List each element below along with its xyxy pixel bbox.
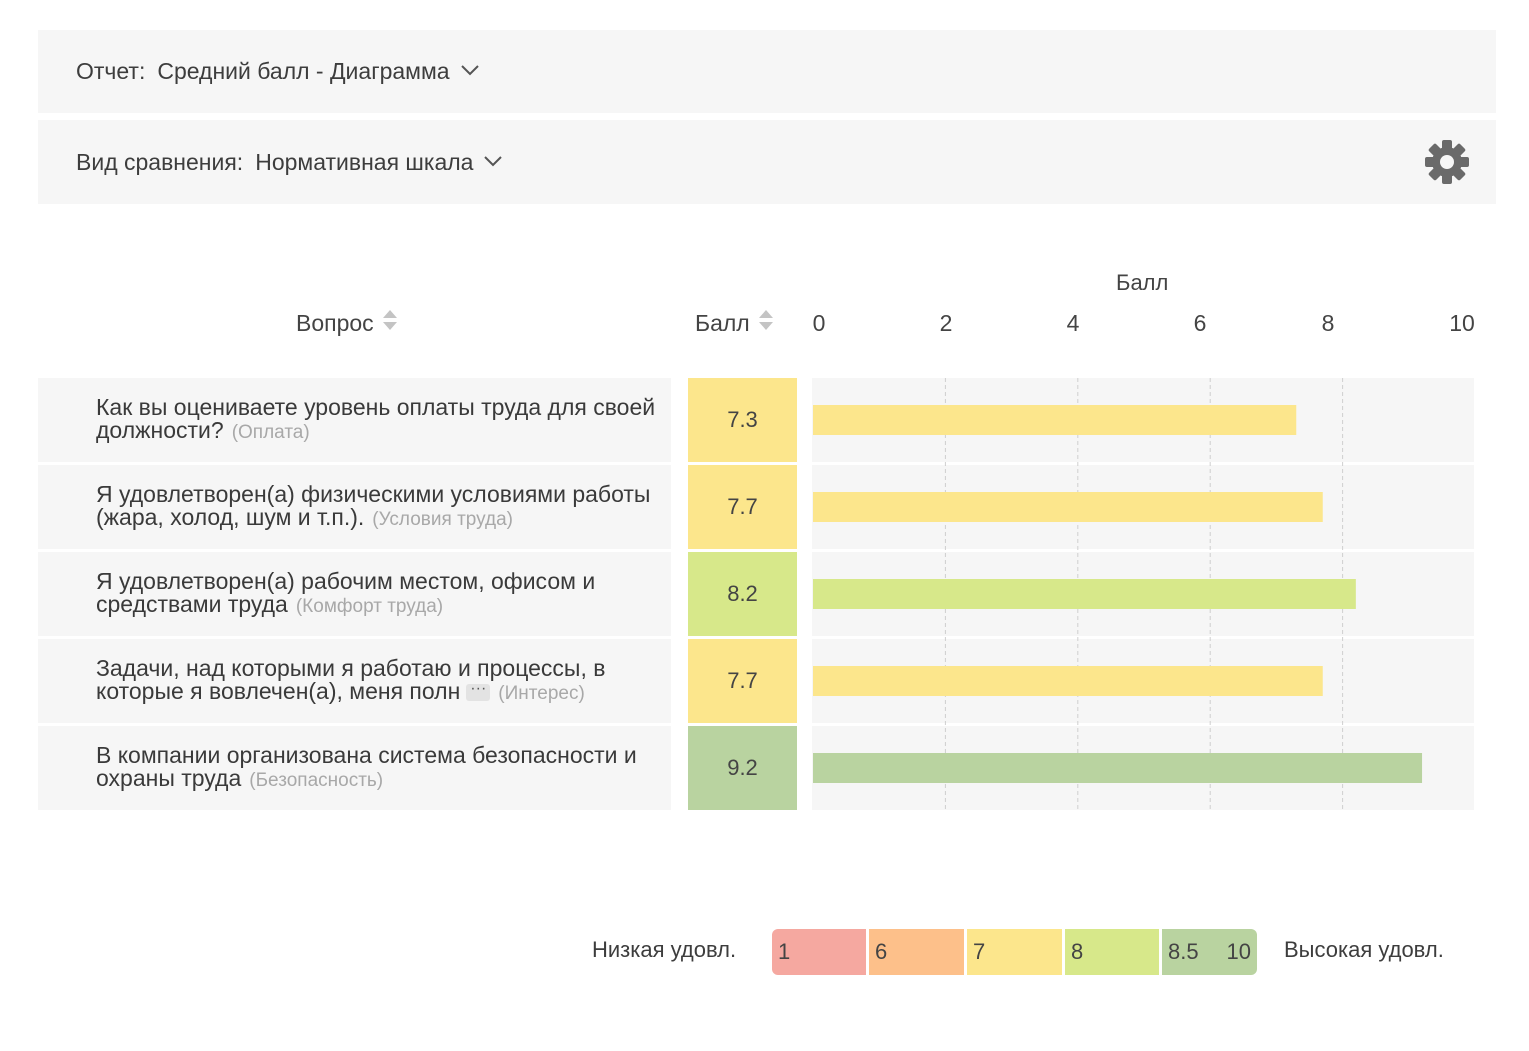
x-tick-label: 10 <box>1449 310 1475 336</box>
legend-segment-end-label: 10 <box>1226 939 1251 964</box>
report-selector-panel: Отчет: Средний балл - Диаграмма <box>38 30 1496 113</box>
legend-low-label: Низкая удовл. <box>592 937 737 962</box>
compare-dropdown[interactable]: Нормативная шкала <box>255 149 503 176</box>
legend-high-label: Высокая удовл. <box>1284 937 1444 962</box>
question-cell: Как вы оцениваете уровень оплаты труда д… <box>38 378 671 462</box>
score-cell: 9.2 <box>688 726 797 810</box>
legend-segment-label: 7 <box>973 939 986 964</box>
compare-label: Вид сравнения: <box>76 148 244 175</box>
legend-segment: 1 <box>772 929 869 975</box>
question-text: Я удовлетворен(а) рабочим местом, офисом… <box>96 570 665 618</box>
bar <box>813 579 1356 609</box>
score-cell: 7.7 <box>688 639 797 723</box>
question-cell: В компании организована система безопасн… <box>38 726 671 810</box>
question-label: Я удовлетворен(а) физическими условиями … <box>96 481 651 530</box>
bar <box>813 753 1423 783</box>
question-category: (Оплата) <box>231 422 310 443</box>
question-text: Я удовлетворен(а) физическими условиями … <box>96 483 665 531</box>
score-header-label: Балл <box>695 309 750 336</box>
sort-score-header[interactable]: Балл <box>695 308 774 338</box>
sort-icon <box>758 308 774 338</box>
question-cell: Я удовлетворен(а) физическими условиями … <box>38 465 671 549</box>
question-category: (Безопасность) <box>249 770 384 791</box>
bar <box>813 666 1323 696</box>
bar <box>813 405 1297 435</box>
question-category: (Интерес) <box>498 683 585 704</box>
question-text: Как вы оцениваете уровень оплаты труда д… <box>96 396 665 444</box>
legend-segment: 6 <box>869 929 967 975</box>
report-value: Средний балл - Диаграмма <box>157 58 450 84</box>
legend-segment-label: 8.5 <box>1168 939 1199 964</box>
score-cell: 8.2 <box>688 552 797 636</box>
chevron-down-icon <box>460 55 480 82</box>
question-category: (Условия труда) <box>372 509 513 530</box>
compare-selector-panel: Вид сравнения: Нормативная шкала <box>38 120 1496 204</box>
question-label: В компании организована система безопасн… <box>96 742 637 791</box>
x-tick-label: 0 <box>812 310 826 336</box>
x-tick-label: 6 <box>1193 310 1207 336</box>
x-tick-label: 4 <box>1066 310 1080 336</box>
report-dropdown[interactable]: Средний балл - Диаграмма <box>157 58 479 85</box>
legend-segment-label: 8 <box>1071 939 1084 964</box>
legend-segment: 8 <box>1065 929 1162 975</box>
x-axis-title: Балл <box>1116 270 1169 295</box>
report-label: Отчет: <box>76 58 146 84</box>
question-cell: Я удовлетворен(а) рабочим местом, офисом… <box>38 552 671 636</box>
question-label: Я удовлетворен(а) рабочим местом, офисом… <box>96 568 596 617</box>
question-text: Задачи, над которыми я работаю и процесс… <box>96 657 665 705</box>
x-tick-label: 8 <box>1321 310 1335 336</box>
legend-segment: 8.5 10 <box>1162 929 1257 975</box>
legend-segment: 7 <box>967 929 1065 975</box>
question-label: Как вы оцениваете уровень оплаты труда д… <box>96 394 656 443</box>
chevron-down-icon <box>483 146 503 173</box>
legend-segment-label: 6 <box>875 939 888 964</box>
gear-icon[interactable] <box>1424 139 1470 185</box>
score-cell: 7.3 <box>688 378 797 462</box>
compare-value: Нормативная шкала <box>255 148 474 175</box>
legend-segment-label: 1 <box>778 939 791 964</box>
question-label: Задачи, над которыми я работаю и процесс… <box>96 655 606 704</box>
sort-question-header[interactable]: Вопрос <box>296 308 398 338</box>
x-tick-label: 2 <box>939 310 953 336</box>
legend-scale: 1 6 7 8 8.5 10 <box>772 929 1257 975</box>
question-category: (Комфорт труда) <box>295 596 444 617</box>
question-text: В компании организована система безопасн… <box>96 744 665 792</box>
score-cell: 7.7 <box>688 465 797 549</box>
bar <box>813 492 1323 522</box>
expand-text-button[interactable]: ··· <box>466 681 491 702</box>
sort-icon <box>382 308 398 338</box>
question-header-label: Вопрос <box>296 309 374 336</box>
question-cell: Задачи, над которыми я работаю и процесс… <box>38 639 671 723</box>
